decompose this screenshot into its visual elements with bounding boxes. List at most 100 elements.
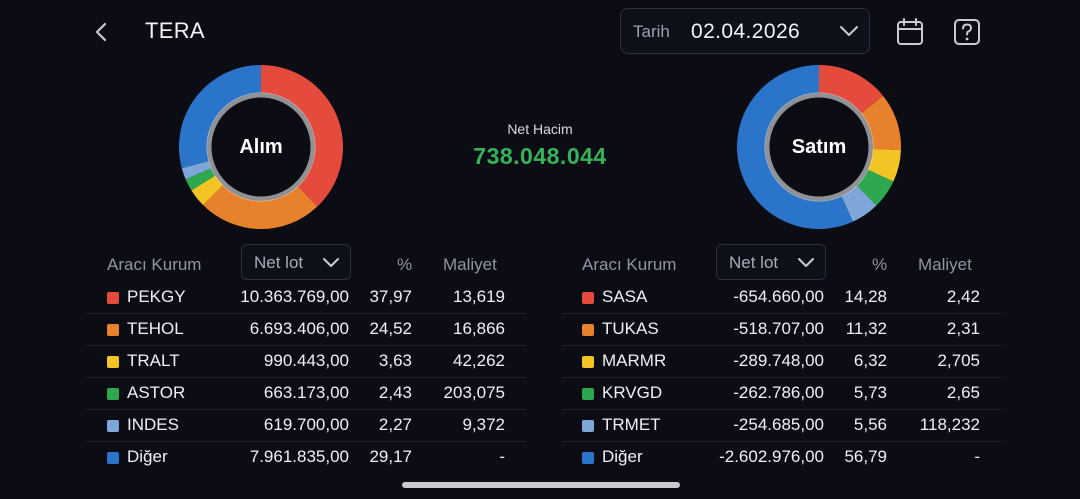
legend-swatch — [107, 356, 119, 368]
buy-slice-tralt — [191, 175, 223, 205]
cost-value: 42,262 — [453, 351, 505, 370]
sell-net-lot-dropdown[interactable]: Net lot — [716, 244, 826, 280]
sell-inner-ring — [764, 92, 874, 202]
net-volume-label: Net Hacim — [507, 121, 573, 137]
calendar-icon[interactable] — [896, 17, 924, 47]
row-divider — [87, 313, 527, 314]
buy-table-row[interactable]: PEKGY 10.363.769,00 37,97 13,619 — [87, 282, 527, 314]
net-lot-value: 7.961.835,00 — [249, 447, 349, 466]
percent-value: 24,52 — [369, 319, 412, 338]
row-divider — [87, 345, 527, 346]
buy-col-broker: Aracı Kurum — [107, 255, 202, 274]
sell-col-broker: Aracı Kurum — [582, 255, 677, 274]
percent-value: 56,79 — [844, 447, 887, 466]
percent-value: 6,32 — [853, 351, 887, 370]
broker-name: TUKAS — [602, 319, 659, 338]
buy-table-row[interactable]: Diğer 7.961.835,00 29,17 - — [87, 442, 527, 474]
net-lot-value: 10.363.769,00 — [240, 287, 349, 306]
net-volume-value: 738.048.044 — [473, 143, 607, 169]
percent-value: 2,43 — [378, 383, 412, 402]
legend-swatch — [582, 420, 594, 432]
buy-slice-pekgy — [261, 65, 343, 207]
buy-col-cost: Maliyet — [443, 255, 497, 274]
sell-table-row[interactable]: MARMR -289.748,00 6,32 2,705 — [562, 346, 1002, 378]
sell-donut-label: Satım — [791, 136, 847, 158]
legend-swatch — [107, 324, 119, 336]
cost-value: 9,372 — [462, 415, 505, 434]
sell-table-row[interactable]: Diğer -2.602.976,00 56,79 - — [562, 442, 1002, 474]
legend-swatch — [582, 452, 594, 464]
cost-value: - — [974, 447, 980, 466]
buy-donut-hole — [212, 98, 310, 196]
legend-swatch — [107, 420, 119, 432]
buy-donut-chart — [179, 65, 343, 229]
chevron-down-icon — [323, 258, 339, 267]
legend-swatch — [107, 292, 119, 304]
buy-slice-diğer — [179, 65, 261, 169]
net-lot-value: 990.443,00 — [263, 351, 349, 370]
buy-table-row[interactable]: INDES 619.700,00 2,27 9,372 — [87, 410, 527, 442]
buy-table-row[interactable]: TRALT 990.443,00 3,63 42,262 — [87, 346, 527, 378]
sell-slice-diğer — [737, 65, 853, 230]
buy-net-lot-dropdown[interactable]: Net lot — [241, 244, 351, 280]
net-lot-value: 663.173,00 — [263, 383, 349, 402]
buy-slice-tehol — [203, 185, 318, 229]
cost-value: 13,619 — [453, 287, 505, 306]
net-lot-value: -654.660,00 — [733, 287, 824, 306]
broker-name: TRALT — [127, 351, 180, 370]
chevron-down-icon — [840, 26, 858, 36]
help-icon[interactable] — [953, 17, 981, 47]
net-lot-value: -289.748,00 — [733, 351, 824, 370]
row-divider — [562, 313, 1002, 314]
broker-name: Diğer — [602, 447, 643, 466]
cost-value: 16,866 — [453, 319, 505, 338]
sell-slice-sasa — [819, 65, 884, 114]
broker-name: KRVGD — [602, 383, 663, 402]
date-value: 02.04.2026 — [691, 20, 801, 43]
buy-table-row[interactable]: TEHOL 6.693.406,00 24,52 16,866 — [87, 314, 527, 346]
sell-table-row[interactable]: TRMET -254.685,00 5,56 118,232 — [562, 410, 1002, 442]
sell-donut-chart — [737, 65, 901, 230]
percent-value: 3,63 — [378, 351, 412, 370]
cost-value: 118,232 — [919, 415, 980, 434]
net-lot-value: -254.685,00 — [733, 415, 824, 434]
sell-table: Aracı Kurum Net lot % Maliyet SASA -654.6… — [562, 242, 1002, 482]
page-title: TERA — [145, 18, 205, 43]
broker-name: PEKGY — [127, 287, 186, 306]
sell-table-row[interactable]: KRVGD -262.786,00 5,73 2,65 — [562, 378, 1002, 410]
row-divider — [87, 441, 527, 442]
back-icon[interactable] — [90, 18, 114, 46]
sell-col-cost: Maliyet — [918, 255, 972, 274]
date-selector[interactable]: Tarih 02.04.2026 — [620, 8, 870, 54]
sell-table-row[interactable]: TUKAS -518.707,00 11,32 2,31 — [562, 314, 1002, 346]
cost-value: 2,42 — [946, 287, 980, 306]
sell-col-pct: % — [872, 255, 888, 274]
percent-value: 5,73 — [853, 383, 887, 402]
row-divider — [562, 377, 1002, 378]
legend-swatch — [582, 292, 594, 304]
percent-value: 29,17 — [369, 447, 412, 466]
broker-name: TRMET — [602, 415, 661, 434]
percent-value: 5,56 — [853, 415, 887, 434]
sell-table-row[interactable]: SASA -654.660,00 14,28 2,42 — [562, 282, 1002, 314]
buy-slice-astor — [185, 168, 216, 191]
buy-inner-ring — [206, 92, 316, 202]
net-lot-value: -262.786,00 — [733, 383, 824, 402]
home-indicator[interactable] — [402, 482, 680, 488]
legend-swatch — [582, 388, 594, 400]
broker-name: INDES — [127, 415, 179, 434]
row-divider — [562, 441, 1002, 442]
buy-col-pct: % — [397, 255, 413, 274]
buy-table-row[interactable]: ASTOR 663.173,00 2,43 203,075 — [87, 378, 527, 410]
legend-swatch — [107, 452, 119, 464]
date-label: Tarih — [633, 22, 670, 41]
legend-swatch — [107, 388, 119, 400]
broker-name: SASA — [602, 287, 648, 306]
percent-value: 14,28 — [844, 287, 887, 306]
sell-slice-tukas — [861, 95, 901, 151]
broker-name: MARMR — [602, 351, 667, 370]
cost-value: 2,705 — [937, 351, 980, 370]
net-lot-value: 6.693.406,00 — [249, 319, 349, 338]
sell-slice-trmet — [841, 185, 877, 222]
cost-value: 2,31 — [946, 319, 980, 338]
